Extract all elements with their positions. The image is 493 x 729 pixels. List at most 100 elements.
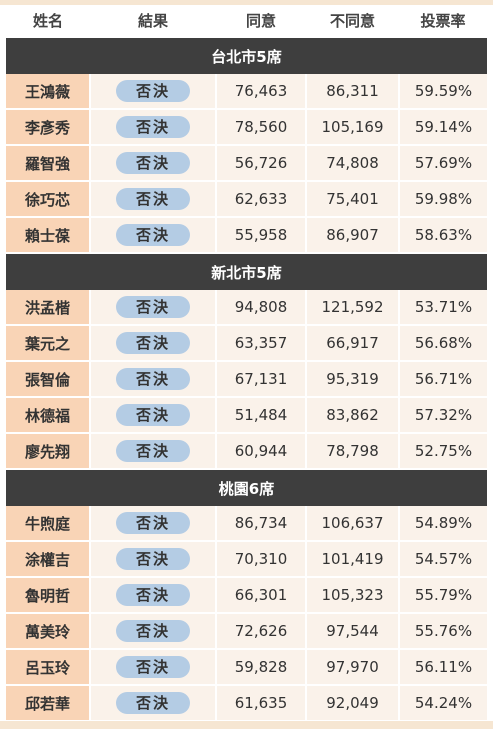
- result-cell: 否決: [90, 325, 217, 362]
- turnout-rate: 57.69%: [399, 145, 487, 182]
- turnout-rate: 55.76%: [399, 613, 487, 650]
- result-badge: 否決: [116, 188, 190, 210]
- disagree-votes: 86,907: [306, 217, 400, 254]
- result-cell: 否決: [90, 217, 217, 254]
- table-row: 徐巧芯 否決 62,633 75,401 59.98%: [6, 181, 487, 218]
- disagree-votes: 74,808: [306, 145, 400, 182]
- legislator-name: 賴士葆: [6, 217, 91, 254]
- agree-votes: 51,484: [216, 397, 307, 434]
- section-header: 桃園6席: [6, 468, 487, 506]
- table-row: 王鴻薇 否決 76,463 86,311 59.59%: [6, 74, 487, 110]
- legislator-name: 張智倫: [6, 361, 91, 398]
- legislator-name: 林德福: [6, 397, 91, 434]
- turnout-rate: 56.11%: [399, 649, 487, 686]
- agree-votes: 66,301: [216, 577, 307, 614]
- table-row: 林德福 否決 51,484 83,862 57.32%: [6, 397, 487, 434]
- header-result: 結果: [90, 5, 216, 37]
- result-cell: 否決: [90, 181, 217, 218]
- legislator-name: 萬美玲: [6, 613, 91, 650]
- table-row: 羅智強 否決 56,726 74,808 57.69%: [6, 145, 487, 182]
- disagree-votes: 101,419: [306, 541, 400, 578]
- disagree-votes: 83,862: [306, 397, 400, 434]
- result-cell: 否決: [90, 145, 217, 182]
- legislator-name: 涂權吉: [6, 541, 91, 578]
- agree-votes: 70,310: [216, 541, 307, 578]
- disagree-votes: 97,970: [306, 649, 400, 686]
- result-badge: 否決: [116, 368, 190, 390]
- result-badge: 否決: [116, 656, 190, 678]
- result-cell: 否決: [90, 649, 217, 686]
- result-cell: 否決: [90, 506, 217, 542]
- disagree-votes: 97,544: [306, 613, 400, 650]
- result-cell: 否決: [90, 577, 217, 614]
- turnout-rate: 56.68%: [399, 325, 487, 362]
- section-title: 桃園6席: [6, 468, 487, 506]
- turnout-rate: 54.89%: [399, 506, 487, 542]
- result-badge: 否決: [116, 692, 190, 714]
- table-row: 張智倫 否決 67,131 95,319 56.71%: [6, 361, 487, 398]
- legislator-name: 徐巧芯: [6, 181, 91, 218]
- table-row: 魯明哲 否決 66,301 105,323 55.79%: [6, 577, 487, 614]
- result-cell: 否決: [90, 613, 217, 650]
- agree-votes: 59,828: [216, 649, 307, 686]
- top-border: [0, 0, 493, 5]
- agree-votes: 78,560: [216, 109, 307, 146]
- header-row: 姓名 結果 同意 不同意 投票率: [6, 5, 487, 37]
- table-row: 李彥秀 否決 78,560 105,169 59.14%: [6, 109, 487, 146]
- table-row: 牛煦庭 否決 86,734 106,637 54.89%: [6, 506, 487, 542]
- result-badge: 否決: [116, 332, 190, 354]
- result-badge: 否決: [116, 404, 190, 426]
- turnout-rate: 59.59%: [399, 74, 487, 110]
- turnout-rate: 55.79%: [399, 577, 487, 614]
- turnout-rate: 57.32%: [399, 397, 487, 434]
- header-disagree: 不同意: [306, 5, 399, 37]
- agree-votes: 62,633: [216, 181, 307, 218]
- agree-votes: 67,131: [216, 361, 307, 398]
- legislator-name: 王鴻薇: [6, 74, 91, 110]
- turnout-rate: 59.98%: [399, 181, 487, 218]
- result-badge: 否決: [116, 80, 190, 102]
- result-badge: 否決: [116, 440, 190, 462]
- turnout-rate: 53.71%: [399, 290, 487, 326]
- disagree-votes: 66,917: [306, 325, 400, 362]
- result-cell: 否決: [90, 361, 217, 398]
- table-body: 台北市5席 王鴻薇 否決 76,463 86,311 59.59% 李彥秀 否決 78,560 1…: [6, 36, 487, 722]
- result-badge: 否決: [116, 548, 190, 570]
- header-agree: 同意: [216, 5, 306, 37]
- legislator-name: 李彥秀: [6, 109, 91, 146]
- legislator-name: 邱若華: [6, 685, 91, 722]
- result-badge: 否決: [116, 116, 190, 138]
- result-badge: 否決: [116, 620, 190, 642]
- result-cell: 否決: [90, 541, 217, 578]
- header-turnout: 投票率: [399, 5, 487, 37]
- section-header: 新北市5席: [6, 252, 487, 290]
- legislator-name: 洪孟楷: [6, 290, 91, 326]
- result-badge: 否決: [116, 296, 190, 318]
- disagree-votes: 121,592: [306, 290, 400, 326]
- table-row: 賴士葆 否決 55,958 86,907 58.63%: [6, 217, 487, 254]
- disagree-votes: 95,319: [306, 361, 400, 398]
- bottom-border: [0, 721, 493, 729]
- turnout-rate: 52.75%: [399, 433, 487, 470]
- result-cell: 否決: [90, 290, 217, 326]
- results-table: 姓名 結果 同意 不同意 投票率 台北市5席 王鴻薇 否決 76,463 86,311 5…: [6, 5, 487, 722]
- section-title: 台北市5席: [6, 36, 487, 74]
- result-cell: 否決: [90, 433, 217, 470]
- result-badge: 否決: [116, 224, 190, 246]
- legislator-name: 牛煦庭: [6, 506, 91, 542]
- section-header: 台北市5席: [6, 36, 487, 74]
- table-row: 廖先翔 否決 60,944 78,798 52.75%: [6, 433, 487, 470]
- result-cell: 否決: [90, 397, 217, 434]
- agree-votes: 94,808: [216, 290, 307, 326]
- turnout-rate: 59.14%: [399, 109, 487, 146]
- agree-votes: 61,635: [216, 685, 307, 722]
- result-badge: 否決: [116, 584, 190, 606]
- result-badge: 否決: [116, 512, 190, 534]
- agree-votes: 86,734: [216, 506, 307, 542]
- section-title: 新北市5席: [6, 252, 487, 290]
- turnout-rate: 54.57%: [399, 541, 487, 578]
- turnout-rate: 56.71%: [399, 361, 487, 398]
- table-row: 邱若華 否決 61,635 92,049 54.24%: [6, 685, 487, 722]
- table-row: 葉元之 否決 63,357 66,917 56.68%: [6, 325, 487, 362]
